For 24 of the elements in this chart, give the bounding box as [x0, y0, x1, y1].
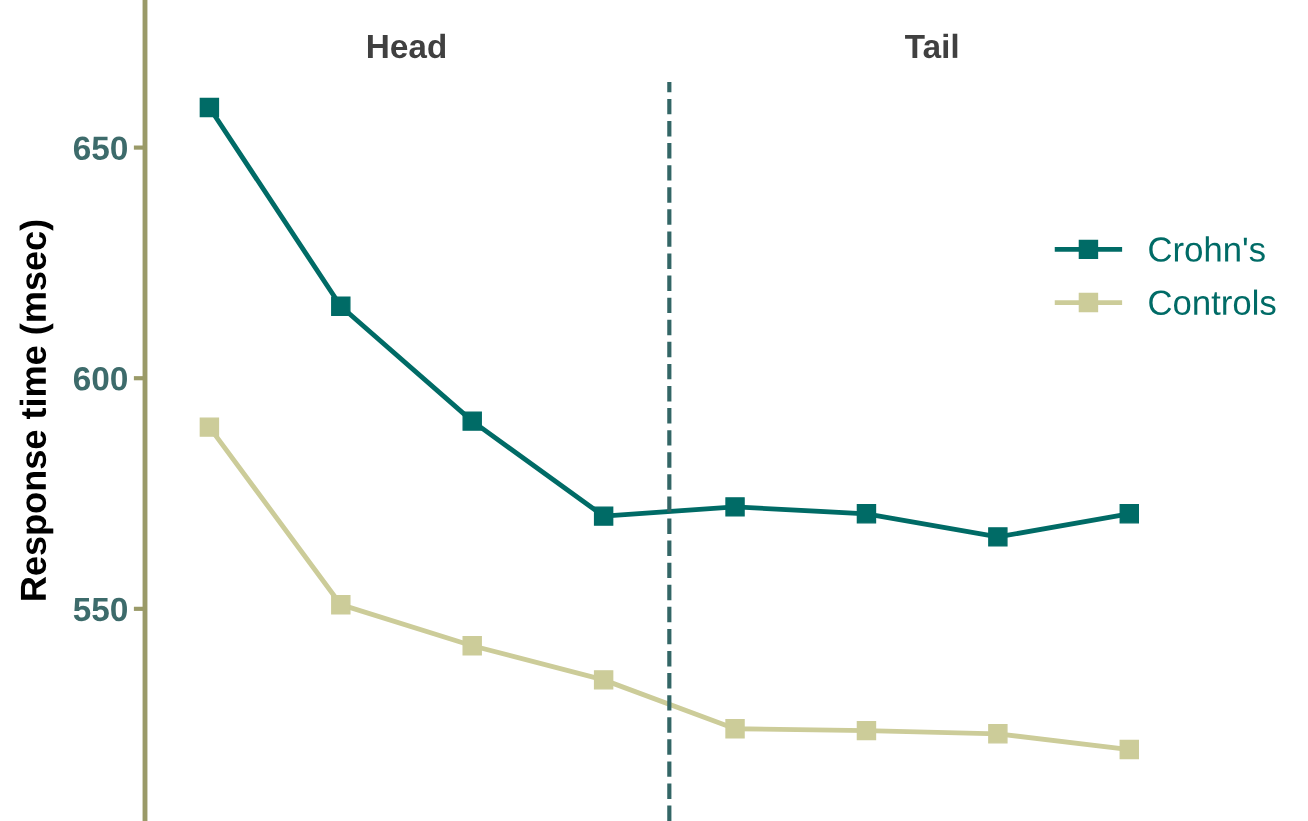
point — [199, 417, 220, 437]
point — [725, 719, 745, 739]
point — [462, 636, 482, 656]
point — [462, 411, 482, 431]
point — [331, 296, 351, 316]
point — [593, 506, 614, 526]
point — [593, 670, 614, 690]
point — [856, 720, 877, 741]
y-tick-label: 550 — [73, 597, 127, 622]
point — [1119, 504, 1140, 524]
y-tick-label: 650 — [73, 136, 127, 160]
point — [1119, 739, 1140, 760]
annotation: Head — [367, 33, 446, 59]
point — [725, 497, 745, 517]
legend-label: Crohn's — [1149, 236, 1265, 262]
point — [856, 504, 877, 524]
point — [988, 527, 1008, 547]
y-tick-label: 600 — [73, 367, 127, 391]
point — [988, 724, 1008, 744]
annotation: Tail — [905, 33, 958, 59]
y-axis-title: Response time (msec) — [19, 220, 54, 600]
legend-label: Controls — [1149, 289, 1276, 316]
point — [331, 594, 351, 615]
point — [199, 97, 220, 118]
